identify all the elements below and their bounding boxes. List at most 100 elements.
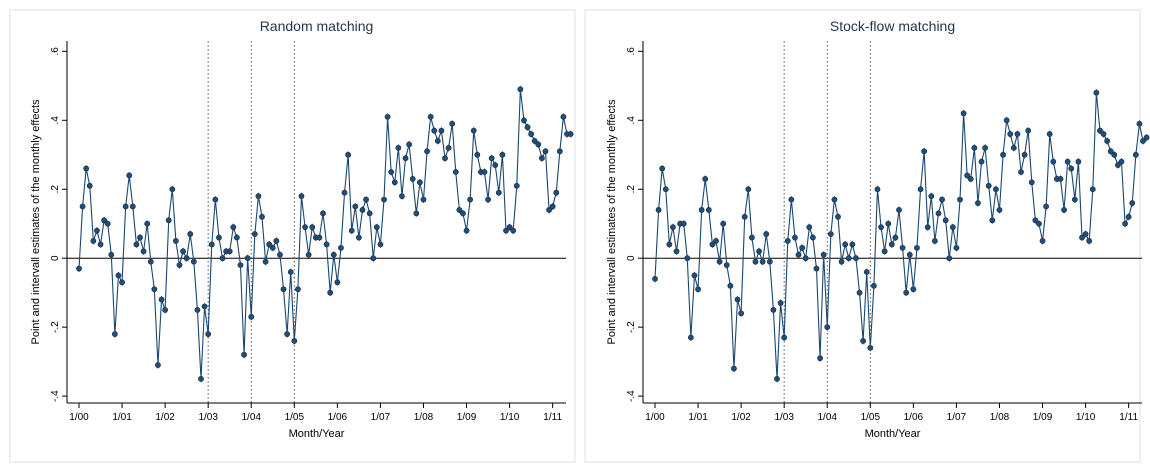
- panel-frame: [584, 9, 1141, 463]
- x-tick-label: 1/11: [1119, 412, 1138, 423]
- x-tick-label: 1/10: [500, 412, 520, 423]
- data-point: [503, 227, 509, 234]
- data-point: [388, 169, 395, 175]
- data-point: [838, 258, 845, 265]
- data-point: [287, 269, 294, 275]
- data-point: [1036, 220, 1042, 227]
- x-tick-label: 1/11: [543, 412, 562, 423]
- data-point: [406, 141, 413, 148]
- data-point: [122, 203, 129, 210]
- data-point: [129, 203, 136, 210]
- data-point: [560, 113, 567, 120]
- data-point: [946, 255, 953, 262]
- data-point: [996, 207, 1003, 213]
- data-point: [867, 344, 874, 351]
- data-point: [126, 172, 133, 179]
- data-point: [1043, 203, 1050, 210]
- data-point: [1122, 220, 1128, 227]
- data-point: [1050, 158, 1057, 165]
- data-point: [144, 220, 151, 227]
- data-point: [1068, 165, 1075, 172]
- data-point: [212, 196, 219, 203]
- data-point: [359, 207, 366, 213]
- data-point: [942, 217, 949, 224]
- data-point: [180, 248, 186, 255]
- data-point: [888, 241, 895, 248]
- y-tick-label: -.4: [50, 390, 61, 402]
- y-tick-label: -.2: [50, 321, 61, 333]
- data-point: [226, 248, 233, 255]
- data-point: [259, 213, 265, 220]
- data-point: [111, 331, 118, 337]
- data-point: [241, 351, 247, 358]
- x-tick-label: 1/10: [1076, 412, 1096, 423]
- data-point: [652, 275, 658, 282]
- y-tick-label: .4: [50, 116, 61, 125]
- y-tick-label: .6: [50, 47, 61, 56]
- data-point: [809, 234, 816, 241]
- data-point: [133, 241, 140, 248]
- y-tick-label: .4: [626, 116, 637, 125]
- chart-title: Stock-flow matching: [830, 18, 955, 34]
- data-point: [76, 265, 82, 272]
- data-point: [452, 169, 459, 175]
- data-point: [115, 272, 122, 279]
- data-point: [233, 234, 240, 241]
- x-tick-label: 1/00: [69, 412, 89, 423]
- data-point: [989, 217, 996, 224]
- data-point: [79, 203, 86, 210]
- data-point: [766, 258, 773, 265]
- data-point: [680, 220, 687, 227]
- data-point: [727, 282, 734, 289]
- series-line: [78, 89, 571, 379]
- data-point: [799, 244, 806, 251]
- data-point: [967, 176, 974, 182]
- data-point: [1018, 169, 1024, 175]
- x-tick-label: 1/08: [990, 412, 1010, 423]
- data-point: [499, 151, 506, 158]
- data-point: [1143, 134, 1150, 141]
- chart-panel-2: Stock-flow matching -.4 -.2 0 .2 .4 .6 1/00 1/01…: [584, 9, 1150, 463]
- data-point: [370, 255, 377, 262]
- data-point: [863, 269, 870, 275]
- data-point: [83, 165, 90, 172]
- data-point: [86, 182, 93, 189]
- x-tick-label: 1/06: [904, 412, 924, 423]
- data-point: [305, 251, 312, 258]
- data-point: [1071, 196, 1078, 203]
- data-point: [1086, 238, 1093, 244]
- x-tick-label: 1/02: [731, 412, 751, 423]
- data-point: [1039, 238, 1046, 244]
- data-point: [284, 331, 291, 337]
- data-point: [770, 307, 777, 313]
- data-point: [434, 138, 441, 144]
- data-point: [198, 375, 204, 382]
- data-point: [931, 238, 938, 244]
- data-point: [705, 207, 712, 213]
- data-point: [1136, 120, 1143, 127]
- data-point: [957, 196, 963, 203]
- data-point: [659, 165, 666, 172]
- data-point: [266, 241, 273, 248]
- data-point: [162, 307, 169, 313]
- data-point: [856, 289, 863, 296]
- x-tick-label: 1/03: [774, 412, 794, 423]
- x-tick-label: 1/09: [457, 412, 477, 423]
- data-point: [978, 158, 985, 165]
- data-point: [302, 224, 308, 231]
- data-point: [1129, 200, 1136, 206]
- data-point: [205, 331, 212, 337]
- data-point: [549, 203, 556, 210]
- data-point: [445, 144, 452, 151]
- data-point: [695, 286, 701, 293]
- data-point: [874, 186, 881, 193]
- x-tick-label: 1/05: [285, 412, 305, 423]
- data-point: [777, 300, 784, 306]
- data-point: [881, 248, 888, 255]
- y-tick-label: -.2: [626, 321, 637, 333]
- data-point: [713, 238, 719, 244]
- panel-frame: [9, 9, 576, 463]
- y-tick-label: .2: [626, 185, 637, 194]
- data-point: [90, 238, 97, 244]
- data-point: [137, 234, 143, 241]
